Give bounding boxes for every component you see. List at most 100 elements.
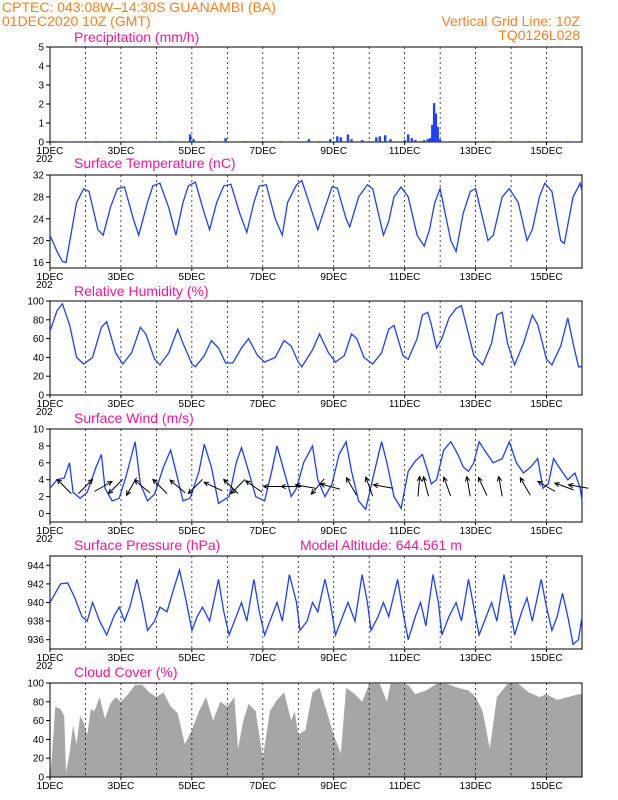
x-tick-label: 11DEC [389, 146, 421, 157]
wind-arrow [222, 478, 239, 494]
wind-arrow [553, 482, 574, 491]
precip-bar [70, 141, 73, 143]
header-location: CPTEC: 043:08W–14:30S GUANAMBI (BA) [2, 0, 276, 15]
y-tick-label: 4 [38, 62, 44, 73]
wind-arrow-shaft [108, 479, 124, 494]
wind-arrow [477, 476, 488, 496]
y-tick-label: 60 [33, 716, 45, 727]
wind-arrow-shaft [443, 476, 452, 497]
y-tick-label: 60 [33, 334, 45, 345]
wind-arrow-shaft [245, 480, 263, 493]
precip-bar [414, 140, 417, 142]
x-tick-label: 5DEC [179, 272, 206, 283]
wind-arrow-shaft [310, 478, 325, 495]
wind-arrow-shaft [365, 476, 374, 497]
wind-arrow-head [280, 483, 286, 490]
y-tick-label: 0 [38, 138, 44, 149]
x-tick-label: 7DEC [249, 399, 276, 410]
wind-arrow-shaft [169, 479, 186, 494]
panel-4: 0 2 4 6 8 10 1DEC 3DEC 5DEC 7DEC 9DEC 11DEC 13DEC 15D… [33, 410, 589, 545]
panel-title: Cloud Cover (%) [74, 664, 177, 680]
wind-arrow [230, 479, 246, 495]
wind-arrow [416, 475, 422, 497]
header-model-id: TQ0126L028 [498, 27, 580, 43]
x-tick-label: 11DEC [389, 526, 421, 537]
header-grid-note: Vertical Grid Line: 10Z [441, 13, 580, 29]
y-tick-label: 942 [27, 579, 44, 590]
wind-arrow-head [56, 478, 62, 485]
x-tick-label: 15DEC [530, 272, 562, 283]
precip-bar [384, 135, 387, 142]
y-tick-label: 80 [33, 315, 45, 326]
x-tick-label: 1DEC [37, 146, 64, 157]
precip-bar [243, 141, 247, 142]
panel-title: Surface Temperature (nC) [74, 155, 236, 171]
x-tick-label: 5DEC [179, 399, 206, 410]
wind-arrow [421, 475, 429, 497]
precip-bar [279, 141, 282, 142]
x-tick-label: 9DEC [320, 653, 347, 664]
y-tick-label: 10 [33, 425, 45, 436]
x-tick-label: 1DEC [37, 399, 64, 410]
panel-frame [49, 46, 583, 143]
x-tick-label: 13DEC [459, 146, 491, 157]
wind-arrow [56, 478, 72, 494]
x-tick-label: 3DEC [108, 146, 135, 157]
precip-bar [426, 139, 429, 142]
precip-bar [208, 141, 211, 142]
series-line [49, 439, 583, 511]
y-tick-label: 1 [38, 119, 44, 130]
wind-arrow-head [169, 479, 176, 485]
precip-bar [423, 140, 426, 142]
wind-arrow-head [133, 479, 140, 485]
wind-arrow-shaft [203, 481, 223, 492]
wind-arrow-shaft [466, 476, 471, 497]
y-tick-label: 24 [33, 214, 45, 225]
x-tick-label: 7DEC [249, 272, 276, 283]
wind-arrow-shaft [554, 482, 574, 491]
y-tick-label: 944 [27, 561, 44, 572]
precip-bar [158, 141, 162, 142]
wind-arrow-shaft [346, 477, 357, 496]
y-tick-label: 40 [33, 353, 45, 364]
y-tick-label: 4 [38, 475, 44, 486]
x-year-stub: 202 [36, 280, 53, 291]
wind-arrow-shaft [478, 477, 488, 496]
y-tick-label: 16 [33, 258, 45, 269]
wind-arrow-shaft [320, 483, 340, 490]
precip-bar [492, 141, 495, 142]
precip-bar [360, 140, 364, 142]
x-tick-label: 13DEC [459, 653, 491, 664]
wind-arrow-shaft [417, 476, 421, 497]
precip-bar [375, 137, 378, 143]
wind-arrow-head [567, 482, 574, 489]
wind-arrow-shaft [187, 479, 203, 494]
x-tick-label: 1DEC [37, 781, 64, 792]
precip-bar [261, 141, 264, 142]
wind-arrow-head [187, 488, 194, 495]
wind-arrow-head [496, 475, 503, 482]
x-tick-label: 7DEC [249, 653, 276, 664]
wind-arrow [519, 476, 531, 496]
precip-bar [545, 141, 548, 142]
x-tick-label: 5DEC [179, 526, 206, 537]
wind-arrow-head [203, 481, 210, 487]
series-line [49, 179, 583, 264]
wind-arrow-shaft [223, 479, 239, 494]
precip-bar [339, 137, 342, 143]
x-tick-label: 3DEC [108, 399, 135, 410]
precip-bar [389, 139, 392, 142]
x-tick-label: 9DEC [320, 272, 347, 283]
precip-bar [407, 134, 410, 142]
x-tick-label: 13DEC [459, 526, 491, 537]
precip-bar [410, 138, 413, 142]
x-tick-label: 11DEC [389, 272, 421, 283]
precip-bar [474, 141, 477, 142]
x-tick-label: 3DEC [108, 272, 135, 283]
precip-bar [336, 136, 339, 142]
wind-arrow [319, 482, 340, 490]
wind-arrow-head [416, 475, 422, 482]
series-line [49, 567, 583, 646]
wind-arrow [169, 479, 186, 494]
x-tick-label: 9DEC [320, 526, 347, 537]
